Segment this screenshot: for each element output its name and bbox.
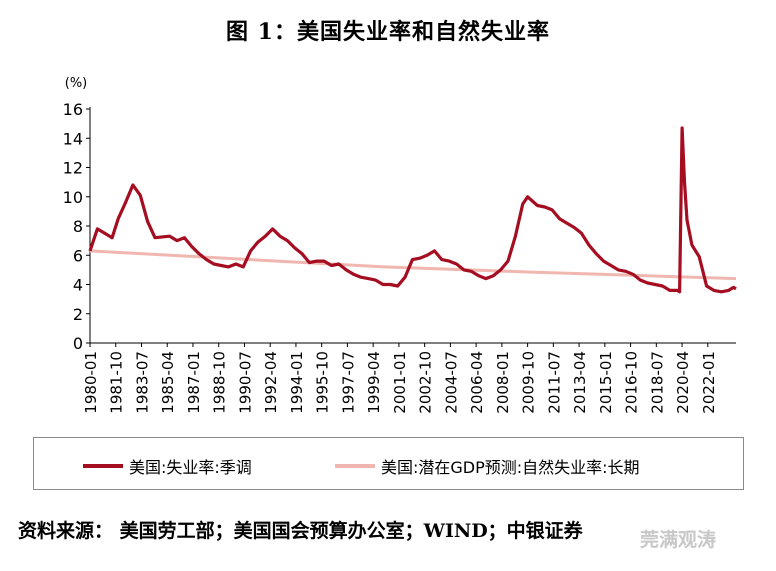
unemployment-rate-line xyxy=(88,126,737,294)
line-chart: (%) 0 2 4 6 8 10 12 14 16 1980-01 1981-10 1983-07 198… xyxy=(63,76,737,414)
x-tick-label: 2002-10 xyxy=(417,351,435,414)
x-tick-label: 2020-04 xyxy=(674,351,692,414)
y-tick-label: 0 xyxy=(73,334,83,353)
y-tick-label: 12 xyxy=(63,159,83,178)
x-tick-label: 1980-01 xyxy=(82,351,100,414)
x-tick-label: 1999-04 xyxy=(365,351,383,414)
x-tick-label: 2008-01 xyxy=(494,351,512,414)
y-axis-unit: (%) xyxy=(65,76,88,91)
y-tick-label: 10 xyxy=(63,188,83,207)
x-tick-label: 1994-01 xyxy=(288,351,306,414)
x-tick-label: 2004-07 xyxy=(442,351,460,414)
x-tick-label: 2018-07 xyxy=(648,351,666,414)
x-tick-label: 2013-04 xyxy=(571,351,589,414)
x-tick-label: 2011-07 xyxy=(545,351,563,414)
y-tick-label: 2 xyxy=(73,305,83,324)
x-tick-label: 2022-01 xyxy=(700,351,718,414)
natural-unemployment-rate-line xyxy=(89,249,737,281)
x-tick-label: 2006-04 xyxy=(468,351,486,414)
legend-label-natural-rate: 美国:潜在GDP预测:自然失业率:长期 xyxy=(381,458,640,477)
source-note: 资料来源： 美国劳工部；美国国会预算办公室；WIND；中银证券 xyxy=(18,520,583,542)
y-tick-label: 6 xyxy=(73,246,83,265)
legend-swatch-unemployment xyxy=(83,464,123,468)
y-tick-label: 4 xyxy=(73,276,83,295)
y-tick-label: 16 xyxy=(63,100,83,119)
x-tick-label: 1987-01 xyxy=(185,351,203,414)
chart-title: 图 1：美国失业率和自然失业率 xyxy=(226,19,550,45)
legend-item-unemployment: 美国:失业率:季调 xyxy=(83,454,252,478)
x-tick-label: 1983-07 xyxy=(133,351,151,414)
watermark: 莞满观涛 xyxy=(640,529,717,551)
x-tick-label: 2009-10 xyxy=(520,351,538,414)
x-tick-label: 2016-10 xyxy=(623,351,641,414)
legend-item-natural-rate: 美国:潜在GDP预测:自然失业率:长期 xyxy=(335,454,640,478)
x-tick-label: 1995-10 xyxy=(314,351,332,414)
legend-swatch-natural-rate xyxy=(335,464,375,468)
y-tick-label: 14 xyxy=(63,129,83,148)
x-tick-label: 1981-10 xyxy=(108,351,126,414)
x-tick-label: 1988-10 xyxy=(211,351,229,414)
x-tick-label: 2015-01 xyxy=(597,351,615,414)
x-tick-label: 2001-01 xyxy=(391,351,409,414)
x-tick-label: 1992-04 xyxy=(262,351,280,414)
x-tick-label: 1985-04 xyxy=(159,351,177,414)
x-tick-label: 1997-07 xyxy=(339,351,357,414)
legend: 美国:失业率:季调 美国:潜在GDP预测:自然失业率:长期 xyxy=(33,437,744,490)
x-tick-label: 1990-07 xyxy=(236,351,254,414)
y-tick-label: 8 xyxy=(73,217,83,236)
legend-label-unemployment: 美国:失业率:季调 xyxy=(129,458,252,477)
